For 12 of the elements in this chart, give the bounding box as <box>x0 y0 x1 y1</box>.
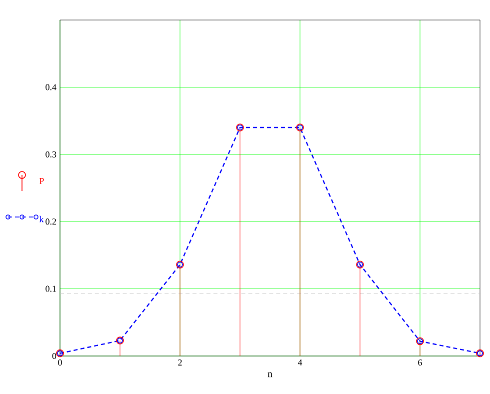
x-axis-title: n <box>268 372 272 378</box>
legend-label: P <box>39 178 44 184</box>
y-tick-label: 0.1 <box>46 286 56 292</box>
x-tick-label: 2 <box>178 360 182 366</box>
y-tick-label: 0.4 <box>46 84 56 90</box>
y-tick-label: 0 <box>52 352 56 360</box>
y-tick-label: 0.2 <box>46 218 56 225</box>
x-tick-label: 4 <box>298 360 302 366</box>
y-tick-label: 0.3 <box>46 151 56 158</box>
x-tick-label: 6 <box>418 360 422 366</box>
x-tick-label: 0 <box>58 360 62 366</box>
legend-label: k <box>39 216 44 222</box>
